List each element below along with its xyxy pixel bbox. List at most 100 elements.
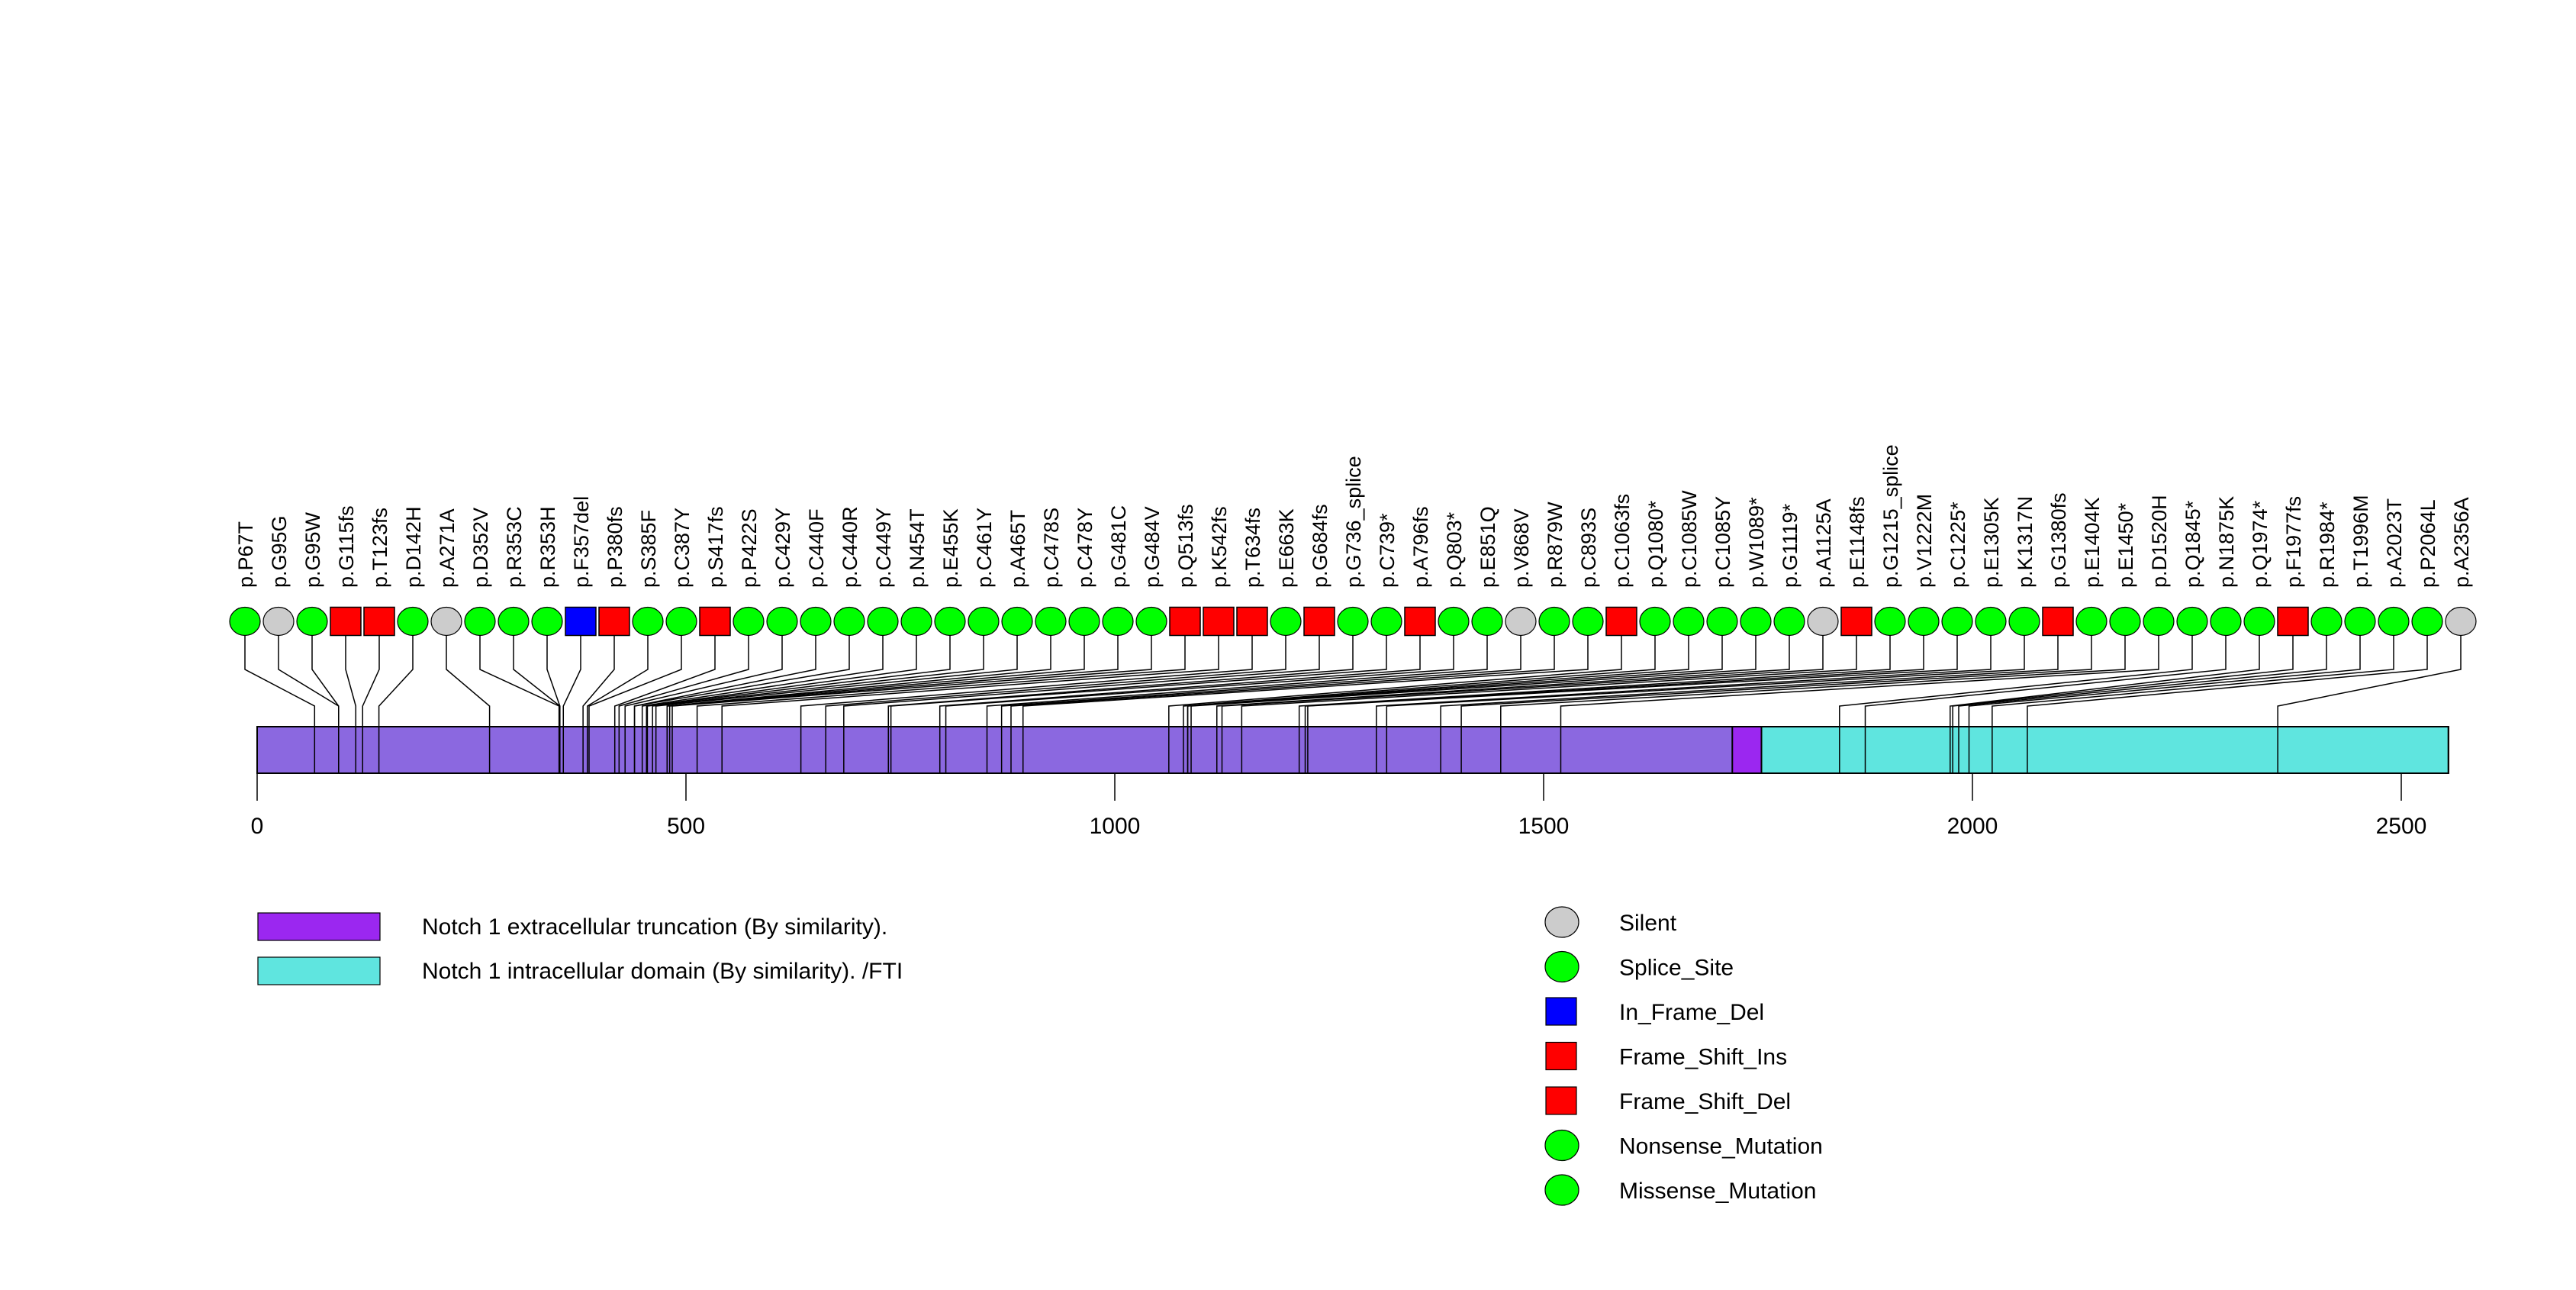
- mutation-marker-circle: [833, 606, 865, 637]
- stem-line: [1839, 621, 2193, 727]
- stem-line: [513, 621, 561, 727]
- mutation-label: p.C1063fs: [1611, 494, 1634, 588]
- stem-line: [668, 621, 1119, 727]
- stem-line: [633, 621, 850, 727]
- stem-line: [1190, 621, 1757, 727]
- mutation-label: p.C893S: [1577, 508, 1600, 588]
- protein-backbone: [256, 726, 2449, 774]
- mutation-marker-circle: [1102, 606, 1134, 637]
- mutation-marker-circle: [1975, 606, 2007, 637]
- mutation-label: p.D1520H: [2148, 495, 2171, 588]
- mutation-markers: [229, 606, 2477, 637]
- mutation-marker-square: [363, 606, 395, 637]
- mutation-marker-circle: [1673, 606, 1705, 637]
- mutation-marker-circle: [1874, 606, 1906, 637]
- stem-line: [1440, 621, 2059, 727]
- stem-line: [887, 621, 1354, 727]
- legend-label-type: Frame_Shift_Ins: [1619, 1045, 1787, 1070]
- mutation-label: p.E1404K: [2081, 497, 2104, 588]
- mutation-labels: p.P67T p.G95G p.G95W p.G115fs p.T123fs p.D142…: [234, 444, 2473, 588]
- legend-label-type: Silent: [1619, 911, 1677, 936]
- mutation-label: p.A796fs: [1409, 506, 1432, 588]
- stem-line: [278, 621, 340, 727]
- stem-line: [843, 621, 1320, 727]
- mutation-marker-circle: [397, 606, 429, 637]
- mutation-label: p.G95W: [301, 511, 324, 588]
- mutation-label: p.C1085Y: [1711, 496, 1734, 588]
- stem-line: [446, 621, 491, 727]
- mutation-label: p.R1984*: [2316, 501, 2339, 588]
- mutation-label: p.D352V: [469, 508, 492, 588]
- x-tick-label: 0: [251, 814, 264, 839]
- stem-line: [2027, 621, 2428, 727]
- mutation-marker-circle: [2210, 606, 2242, 637]
- mutation-marker-square: [330, 606, 362, 637]
- mutation-marker-square: [1203, 606, 1235, 637]
- mutation-label: p.C461Y: [973, 508, 996, 588]
- mutation-label: p.C429Y: [771, 508, 794, 588]
- mutation-marker-square: [565, 606, 597, 637]
- mutation-marker-circle: [1773, 606, 1805, 637]
- mutation-marker-circle: [1639, 606, 1671, 637]
- mutation-marker-circle: [262, 606, 295, 637]
- stem-line: [1187, 621, 1723, 727]
- mutation-marker-circle: [1270, 606, 1302, 637]
- x-axis: 0 500 1000 1500 2000 2500: [251, 773, 2427, 839]
- stem-line: [1958, 621, 2327, 727]
- stem-line: [1864, 621, 2227, 727]
- mutation-label: p.G484V: [1141, 506, 1164, 588]
- mutation-marker-square: [2277, 606, 2309, 637]
- stem-line: [1560, 621, 2159, 727]
- x-tick-label: 1000: [1090, 814, 1141, 839]
- mutation-marker-circle: [2075, 606, 2107, 637]
- legend-label-type: Frame_Shift_Del: [1619, 1089, 1791, 1114]
- x-tick-label: 2500: [2376, 814, 2427, 839]
- mutation-label: p.Q513fs: [1174, 504, 1197, 588]
- mutation-marker-circle: [2378, 606, 2410, 637]
- mutation-label: p.W1089*: [1745, 497, 1768, 588]
- mutation-label: p.P2064L: [2417, 499, 2439, 588]
- mutation-label: p.N454T: [906, 508, 929, 588]
- mutation-label: p.Q1845*: [2182, 500, 2204, 588]
- stem-line: [1992, 621, 2394, 727]
- mutation-label: p.G1215_splice: [1879, 444, 1902, 588]
- legend-swatch-domain: [257, 912, 381, 941]
- legend-marker-in-frame-del: [1545, 997, 1577, 1026]
- mutation-marker-circle: [665, 606, 697, 637]
- stem-line: [1386, 621, 2025, 727]
- mutation-label: p.Q1974*: [2249, 500, 2272, 588]
- domain-0: [1731, 726, 1763, 774]
- stem-line: [945, 621, 1454, 727]
- stem-line: [666, 621, 1051, 727]
- mutation-marker-circle: [296, 606, 328, 637]
- mutation-label: p.C478Y: [1074, 508, 1096, 588]
- mutation-label: p.E1148fs: [1846, 496, 1869, 588]
- stem-line: [1304, 621, 1924, 727]
- mutation-marker-circle: [1337, 606, 1369, 637]
- stem-line: [800, 621, 1253, 727]
- mutation-label: p.E455K: [939, 508, 962, 588]
- mutation-marker-square: [1303, 606, 1335, 637]
- stem-line: [618, 621, 749, 727]
- stem-line: [2277, 621, 2462, 727]
- mutation-label: p.S385F: [637, 510, 660, 588]
- legend-label-type: Nonsense_Mutation: [1619, 1134, 1823, 1159]
- mutation-label: p.R879W: [1544, 501, 1567, 588]
- mutation-label: p.F1977fs: [2282, 496, 2305, 588]
- mutation-marker-circle: [1471, 606, 1503, 637]
- stem-line: [671, 621, 1152, 727]
- stem-line: [721, 621, 1219, 727]
- stem-line: [1216, 621, 1790, 727]
- mutation-label: p.C1225*: [1946, 501, 1969, 588]
- mutation-marker-square: [1236, 606, 1268, 637]
- stem-line: [311, 621, 340, 727]
- stem-line: [666, 621, 1085, 727]
- stem-line: [624, 621, 783, 727]
- mutation-label: p.K542fs: [1208, 506, 1231, 588]
- backbone-hit-lines: [314, 727, 2278, 773]
- stem-line: [1968, 621, 2361, 727]
- mutation-label: p.C478S: [1040, 508, 1063, 588]
- mutation-marker-circle: [1035, 606, 1067, 637]
- stem-line: [1000, 621, 1521, 727]
